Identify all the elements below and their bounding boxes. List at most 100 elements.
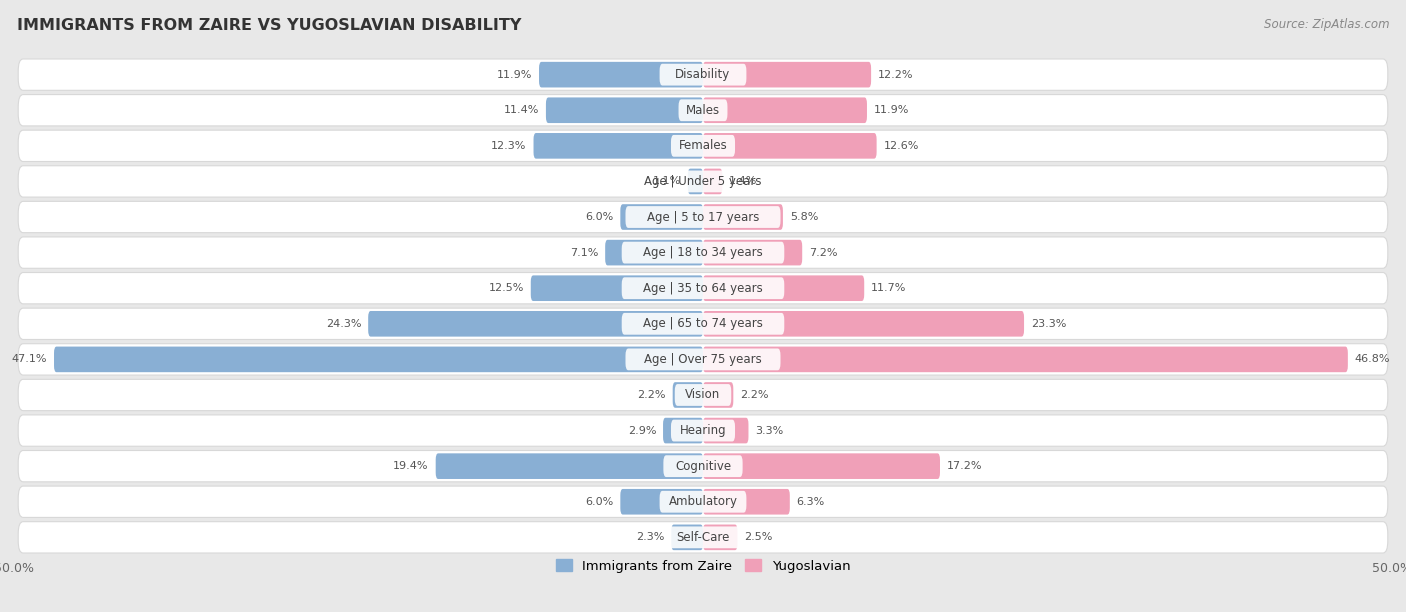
Text: 12.2%: 12.2% bbox=[877, 70, 914, 80]
Text: Hearing: Hearing bbox=[679, 424, 727, 437]
FancyBboxPatch shape bbox=[664, 455, 742, 477]
FancyBboxPatch shape bbox=[703, 524, 738, 550]
Text: Age | 5 to 17 years: Age | 5 to 17 years bbox=[647, 211, 759, 223]
Text: Females: Females bbox=[679, 140, 727, 152]
FancyBboxPatch shape bbox=[621, 313, 785, 335]
FancyBboxPatch shape bbox=[18, 450, 1388, 482]
FancyBboxPatch shape bbox=[18, 95, 1388, 126]
Text: 17.2%: 17.2% bbox=[946, 461, 983, 471]
Text: 1.1%: 1.1% bbox=[652, 176, 681, 187]
FancyBboxPatch shape bbox=[671, 420, 735, 441]
FancyBboxPatch shape bbox=[703, 453, 941, 479]
FancyBboxPatch shape bbox=[538, 62, 703, 88]
FancyBboxPatch shape bbox=[626, 348, 780, 370]
FancyBboxPatch shape bbox=[18, 130, 1388, 162]
Text: 24.3%: 24.3% bbox=[326, 319, 361, 329]
FancyBboxPatch shape bbox=[605, 240, 703, 266]
FancyBboxPatch shape bbox=[621, 242, 785, 264]
FancyBboxPatch shape bbox=[703, 97, 868, 123]
Text: 47.1%: 47.1% bbox=[11, 354, 48, 364]
FancyBboxPatch shape bbox=[626, 171, 780, 192]
Text: 12.3%: 12.3% bbox=[491, 141, 527, 151]
FancyBboxPatch shape bbox=[664, 418, 703, 443]
Text: 6.3%: 6.3% bbox=[797, 497, 825, 507]
FancyBboxPatch shape bbox=[621, 277, 785, 299]
Text: Disability: Disability bbox=[675, 68, 731, 81]
Text: Vision: Vision bbox=[685, 389, 721, 401]
FancyBboxPatch shape bbox=[18, 308, 1388, 340]
Text: 2.3%: 2.3% bbox=[636, 532, 665, 542]
Text: 2.9%: 2.9% bbox=[627, 425, 657, 436]
FancyBboxPatch shape bbox=[703, 311, 1024, 337]
Text: Age | 18 to 34 years: Age | 18 to 34 years bbox=[643, 246, 763, 259]
Text: Age | Under 5 years: Age | Under 5 years bbox=[644, 175, 762, 188]
FancyBboxPatch shape bbox=[18, 415, 1388, 446]
Text: IMMIGRANTS FROM ZAIRE VS YUGOSLAVIAN DISABILITY: IMMIGRANTS FROM ZAIRE VS YUGOSLAVIAN DIS… bbox=[17, 18, 522, 34]
FancyBboxPatch shape bbox=[18, 201, 1388, 233]
FancyBboxPatch shape bbox=[664, 526, 742, 548]
FancyBboxPatch shape bbox=[626, 206, 780, 228]
FancyBboxPatch shape bbox=[18, 166, 1388, 197]
FancyBboxPatch shape bbox=[533, 133, 703, 159]
Text: 6.0%: 6.0% bbox=[585, 212, 613, 222]
FancyBboxPatch shape bbox=[659, 491, 747, 513]
Text: 3.3%: 3.3% bbox=[755, 425, 783, 436]
Text: 12.6%: 12.6% bbox=[883, 141, 920, 151]
Text: 7.1%: 7.1% bbox=[569, 248, 599, 258]
FancyBboxPatch shape bbox=[703, 204, 783, 230]
Legend: Immigrants from Zaire, Yugoslavian: Immigrants from Zaire, Yugoslavian bbox=[550, 554, 856, 578]
FancyBboxPatch shape bbox=[675, 384, 731, 406]
Text: 6.0%: 6.0% bbox=[585, 497, 613, 507]
FancyBboxPatch shape bbox=[703, 240, 803, 266]
FancyBboxPatch shape bbox=[679, 99, 727, 121]
Text: 11.4%: 11.4% bbox=[503, 105, 538, 115]
Text: 23.3%: 23.3% bbox=[1031, 319, 1066, 329]
FancyBboxPatch shape bbox=[671, 524, 703, 550]
FancyBboxPatch shape bbox=[703, 346, 1348, 372]
FancyBboxPatch shape bbox=[703, 62, 872, 88]
FancyBboxPatch shape bbox=[703, 489, 790, 515]
Text: Age | 65 to 74 years: Age | 65 to 74 years bbox=[643, 317, 763, 330]
FancyBboxPatch shape bbox=[18, 344, 1388, 375]
FancyBboxPatch shape bbox=[18, 237, 1388, 268]
Text: 12.5%: 12.5% bbox=[488, 283, 524, 293]
Text: 2.2%: 2.2% bbox=[637, 390, 666, 400]
FancyBboxPatch shape bbox=[18, 59, 1388, 91]
Text: Self-Care: Self-Care bbox=[676, 531, 730, 544]
FancyBboxPatch shape bbox=[18, 486, 1388, 517]
Text: 11.7%: 11.7% bbox=[872, 283, 907, 293]
Text: Age | Over 75 years: Age | Over 75 years bbox=[644, 353, 762, 366]
FancyBboxPatch shape bbox=[703, 418, 748, 443]
Text: 1.4%: 1.4% bbox=[730, 176, 758, 187]
FancyBboxPatch shape bbox=[18, 379, 1388, 411]
Text: 7.2%: 7.2% bbox=[808, 248, 838, 258]
Text: 2.5%: 2.5% bbox=[744, 532, 773, 542]
FancyBboxPatch shape bbox=[703, 382, 734, 408]
Text: 46.8%: 46.8% bbox=[1355, 354, 1391, 364]
FancyBboxPatch shape bbox=[546, 97, 703, 123]
FancyBboxPatch shape bbox=[18, 272, 1388, 304]
Text: Ambulatory: Ambulatory bbox=[668, 495, 738, 508]
FancyBboxPatch shape bbox=[671, 135, 735, 157]
FancyBboxPatch shape bbox=[620, 204, 703, 230]
FancyBboxPatch shape bbox=[672, 382, 703, 408]
FancyBboxPatch shape bbox=[703, 133, 876, 159]
FancyBboxPatch shape bbox=[688, 169, 703, 194]
Text: 5.8%: 5.8% bbox=[790, 212, 818, 222]
Text: Males: Males bbox=[686, 104, 720, 117]
FancyBboxPatch shape bbox=[620, 489, 703, 515]
Text: Cognitive: Cognitive bbox=[675, 460, 731, 472]
FancyBboxPatch shape bbox=[659, 64, 747, 86]
Text: 19.4%: 19.4% bbox=[394, 461, 429, 471]
Text: Age | 35 to 64 years: Age | 35 to 64 years bbox=[643, 282, 763, 295]
Text: Source: ZipAtlas.com: Source: ZipAtlas.com bbox=[1264, 18, 1389, 31]
Text: 11.9%: 11.9% bbox=[496, 70, 531, 80]
FancyBboxPatch shape bbox=[703, 169, 723, 194]
Text: 2.2%: 2.2% bbox=[740, 390, 769, 400]
Text: 11.9%: 11.9% bbox=[875, 105, 910, 115]
FancyBboxPatch shape bbox=[368, 311, 703, 337]
FancyBboxPatch shape bbox=[531, 275, 703, 301]
FancyBboxPatch shape bbox=[53, 346, 703, 372]
FancyBboxPatch shape bbox=[436, 453, 703, 479]
FancyBboxPatch shape bbox=[703, 275, 865, 301]
